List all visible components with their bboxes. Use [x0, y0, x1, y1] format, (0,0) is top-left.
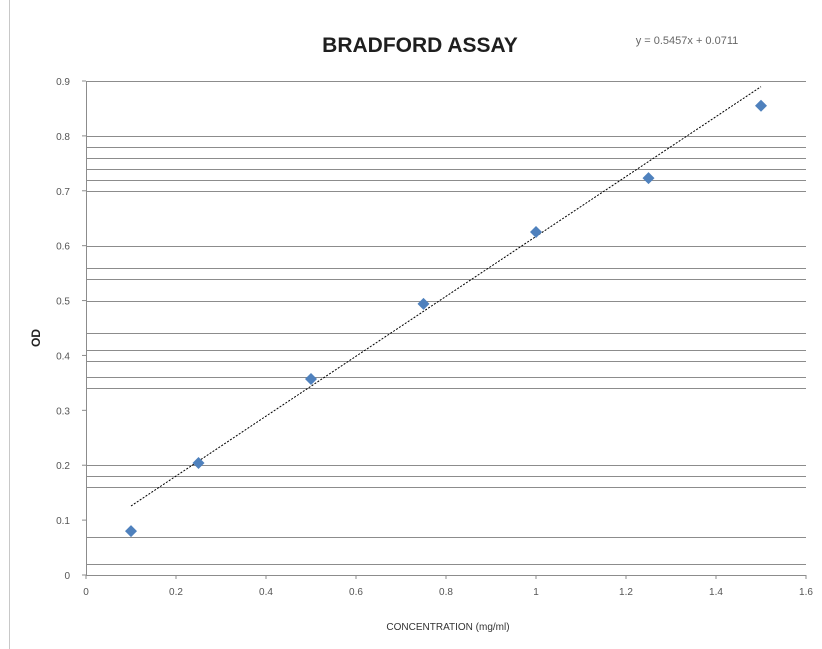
x-axis-label: CONCENTRATION (mg/ml): [386, 622, 509, 633]
y-tick-label: 0.3: [56, 406, 70, 417]
y-tick-label: 0.2: [56, 461, 70, 472]
data-point: [642, 172, 655, 185]
x-tick-label: 0.6: [349, 587, 363, 598]
y-tick-label: 0.1: [56, 516, 70, 527]
data-point: [192, 457, 205, 470]
gridlines: [86, 81, 806, 565]
data-point: [125, 525, 137, 538]
trendline-group: [130, 86, 762, 507]
x-tick-label: 1.2: [619, 587, 633, 598]
x-tick-label: 0.4: [259, 587, 273, 598]
x-tick-label: 0: [83, 587, 89, 598]
trendline-equation: y = 0.5457x + 0.0711: [636, 35, 739, 47]
y-tick-label: 0.9: [56, 77, 70, 88]
y-tick-label: 0: [64, 571, 70, 582]
x-tick-label: 1: [533, 587, 539, 598]
left-border-line: [9, 0, 10, 649]
y-tick-label: 0.6: [56, 242, 70, 253]
y-tick-label: 0.5: [56, 297, 70, 308]
data-point: [755, 99, 767, 112]
x-tick-label: 1.4: [709, 587, 723, 598]
y-axis-label: OD: [29, 329, 43, 347]
y-tick-label: 0.7: [56, 187, 70, 198]
x-tick-label: 0.8: [439, 587, 453, 598]
x-tick-label: 1.6: [799, 587, 813, 598]
data-points: [125, 99, 767, 538]
x-tick-label: 0.2: [169, 587, 183, 598]
axes: [82, 80, 807, 579]
trendline: [130, 86, 762, 507]
data-point: [417, 297, 430, 310]
chart-title: BRADFORD ASSAY: [322, 34, 518, 57]
data-point: [305, 373, 317, 386]
y-tick-label: 0.8: [56, 132, 70, 143]
data-point: [530, 225, 542, 238]
x-tick-labels: 0 0.2 0.4 0.6 0.8 1 1.2 1.4 1.6: [83, 587, 813, 598]
y-tick-labels: 0 0.1 0.2 0.3 0.4 0.5 0.6 0.7 0.8 0.9: [56, 77, 70, 582]
y-tick-label: 0.4: [56, 351, 70, 362]
